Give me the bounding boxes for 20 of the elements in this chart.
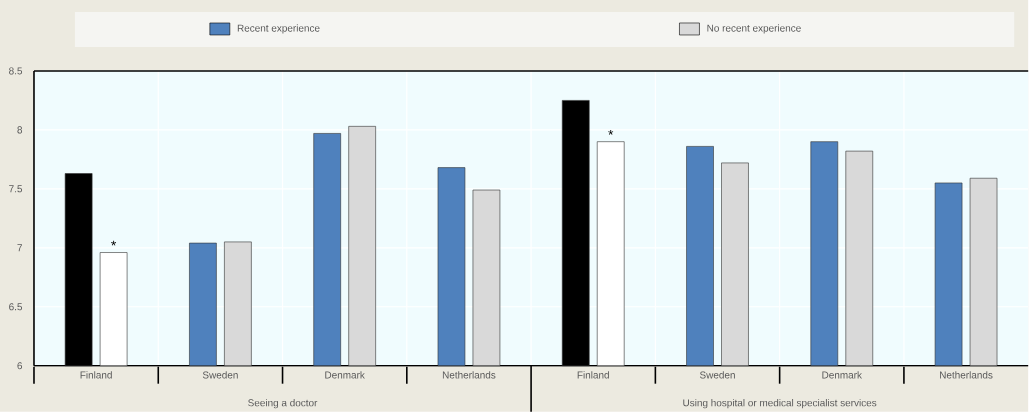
x-tick-label: Finland [577, 370, 609, 379]
y-tick-label: 8.5 [9, 67, 23, 75]
data-label: * [111, 240, 117, 246]
x-tick-label: Finland [80, 370, 112, 379]
y-tick-label: 6.5 [9, 303, 23, 311]
text: Seeing a doctor [248, 398, 318, 409]
x-tick-label: Netherlands [940, 370, 993, 379]
data-label: * [608, 129, 614, 135]
y-tick-label: 7 [17, 244, 22, 251]
text: Using hospital or medical specialist services [683, 398, 877, 409]
x-tick-label: Sweden [202, 370, 238, 379]
y-tick-label: 7.5 [9, 185, 23, 193]
x-tick-label: Netherlands [442, 370, 496, 379]
x-tick-label: Sweden [699, 370, 735, 379]
x-tick-label: Denmark [325, 370, 365, 379]
legend-label: Recent experience [237, 24, 320, 34]
y-tick-label: 6 [17, 361, 23, 369]
x-tick-label: Denmark [822, 370, 862, 379]
legend-label: No recent experience [707, 24, 801, 34]
y-tick-label: 8 [17, 126, 23, 134]
